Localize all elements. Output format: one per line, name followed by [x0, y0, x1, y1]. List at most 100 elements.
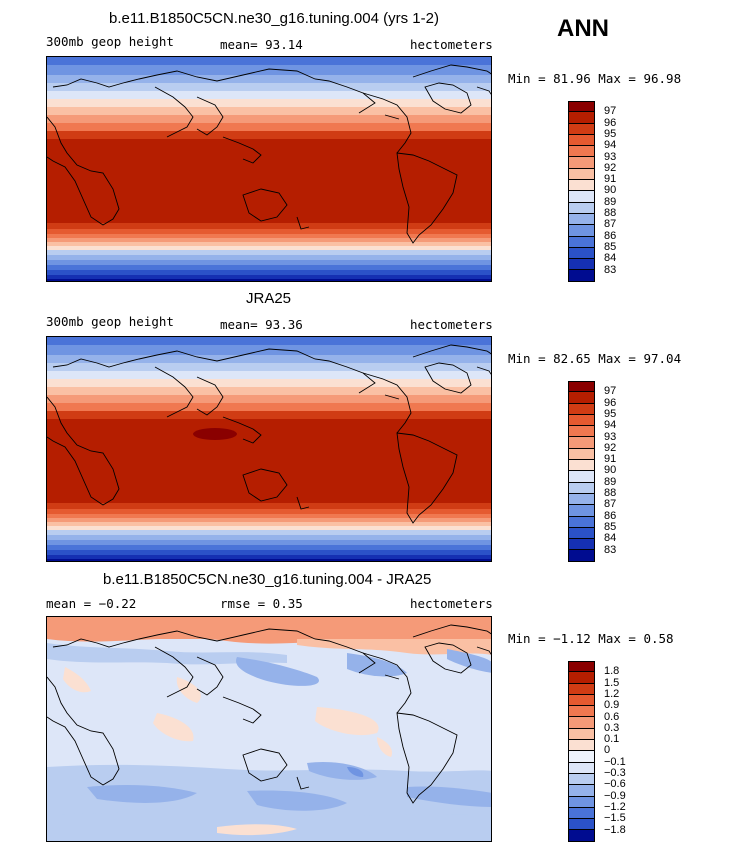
panel3-mean-label: mean = −0.22 — [46, 596, 137, 611]
colorbar-level-label: 95 — [604, 407, 617, 420]
colorbar-level-label: 87 — [604, 218, 617, 231]
panel1-map — [46, 56, 492, 282]
panel2-coastlines — [47, 344, 491, 524]
panel3-map — [46, 616, 492, 842]
season-label: ANN — [557, 15, 609, 42]
colorbar-level-label: 83 — [604, 263, 617, 276]
panel3-title: b.e11.B1850C5CN.ne30_g16.tuning.004 - JR… — [103, 571, 432, 588]
colorbar-swatch — [568, 381, 595, 393]
colorbar-level-label: −0.9 — [604, 789, 626, 802]
colorbar-swatch — [568, 672, 595, 684]
colorbar-swatch — [568, 157, 595, 169]
colorbar-level-label: 0.3 — [604, 721, 620, 734]
colorbar-level-label: −0.3 — [604, 767, 626, 779]
colorbar-swatch — [568, 482, 595, 494]
colorbar-swatch — [568, 101, 595, 113]
colorbar-swatch — [568, 706, 595, 718]
colorbar-level-label: 85 — [604, 240, 617, 253]
panel1-title: b.e11.B1850C5CN.ne30_g16.tuning.004 (yrs… — [109, 10, 439, 27]
panel2-title: JRA25 — [246, 290, 292, 307]
colorbar-swatch — [568, 728, 595, 741]
colorbar-swatch — [568, 751, 595, 763]
colorbar-level-label: 84 — [604, 252, 617, 265]
panel2-variable-label: 300mb geop height — [46, 314, 174, 329]
colorbar-level-label: 0.1 — [604, 733, 620, 746]
colorbar-level-label: 94 — [604, 139, 617, 152]
panel1-colorbar — [568, 101, 595, 282]
colorbar-level-label: 86 — [604, 229, 617, 242]
panel1-minmax-label: Min = 81.96 Max = 96.98 — [508, 71, 682, 86]
colorbar-level-label: 88 — [604, 207, 617, 219]
colorbar-level-label: 90 — [604, 464, 617, 477]
panel2-contour-field — [47, 337, 491, 561]
colorbar-swatch — [568, 134, 595, 147]
colorbar-swatch — [568, 661, 595, 673]
colorbar-swatch — [568, 539, 595, 551]
panel3-rmse-label: rmse = 0.35 — [220, 596, 303, 611]
colorbar-level-label: −0.6 — [604, 778, 626, 791]
colorbar-swatch — [568, 437, 595, 449]
colorbar-level-label: 92 — [604, 441, 617, 454]
colorbar-swatch — [568, 270, 595, 282]
colorbar-level-label: −1.2 — [604, 800, 626, 813]
colorbar-swatch — [568, 392, 595, 404]
panel1-mean-label: mean= 93.14 — [220, 37, 303, 52]
colorbar-swatch — [568, 740, 595, 752]
colorbar-level-label: 96 — [604, 396, 617, 409]
panel1-variable-label: 300mb geop height — [46, 34, 174, 49]
colorbar-swatch — [568, 796, 595, 808]
panel3-units-label: hectometers — [410, 596, 493, 611]
colorbar-swatch — [568, 202, 595, 214]
colorbar-swatch — [568, 236, 595, 248]
colorbar-swatch — [568, 516, 595, 528]
colorbar-swatch — [568, 225, 595, 237]
colorbar-level-label: 97 — [604, 385, 617, 398]
colorbar-swatch — [568, 819, 595, 831]
colorbar-level-label: 85 — [604, 520, 617, 533]
colorbar-level-label: 90 — [604, 184, 617, 197]
colorbar-swatch — [568, 403, 595, 415]
colorbar-level-label: −1.5 — [604, 812, 626, 825]
colorbar-level-label: 91 — [604, 453, 617, 466]
colorbar-swatch — [568, 830, 595, 842]
colorbar-level-label: 1.2 — [604, 687, 620, 700]
colorbar-level-label: 93 — [604, 150, 617, 163]
panel2-map — [46, 336, 492, 562]
colorbar-level-label: 97 — [604, 105, 617, 118]
colorbar-swatch — [568, 123, 595, 135]
colorbar-swatch — [568, 426, 595, 438]
colorbar-swatch — [568, 505, 595, 517]
colorbar-level-label: 0 — [604, 744, 611, 757]
colorbar-swatch — [568, 773, 595, 786]
colorbar-level-label: 94 — [604, 419, 617, 432]
colorbar-level-label: −0.1 — [604, 755, 626, 768]
colorbar-swatch — [568, 762, 595, 774]
colorbar-level-label: 96 — [604, 116, 617, 129]
panel3-contour-field — [47, 617, 491, 841]
panel3-minmax-label: Min = −1.12 Max = 0.58 — [508, 631, 674, 646]
panel1-contour-field — [47, 57, 491, 281]
colorbar-level-label: 1.8 — [604, 665, 620, 678]
panel3-coastlines — [47, 624, 491, 804]
panel2-units-label: hectometers — [410, 317, 493, 332]
colorbar-level-label: 1.5 — [604, 676, 620, 689]
panel2-mean-label: mean= 93.36 — [220, 317, 303, 332]
colorbar-swatch — [568, 493, 595, 506]
colorbar-swatch — [568, 785, 595, 797]
colorbar-level-label: 95 — [604, 127, 617, 140]
colorbar-swatch — [568, 247, 595, 260]
colorbar-swatch — [568, 191, 595, 203]
colorbar-swatch — [568, 168, 595, 181]
colorbar-level-label: 87 — [604, 498, 617, 511]
colorbar-level-label: 83 — [604, 543, 617, 556]
colorbar-swatch — [568, 213, 595, 226]
colorbar-swatch — [568, 112, 595, 124]
colorbar-swatch — [568, 527, 595, 540]
colorbar-swatch — [568, 694, 595, 707]
colorbar-level-label: 88 — [604, 487, 617, 499]
panel3-colorbar — [568, 661, 595, 842]
colorbar-swatch — [568, 414, 595, 427]
colorbar-level-label: 86 — [604, 509, 617, 522]
colorbar-level-label: 93 — [604, 430, 617, 443]
colorbar-level-label: 0.9 — [604, 699, 620, 712]
